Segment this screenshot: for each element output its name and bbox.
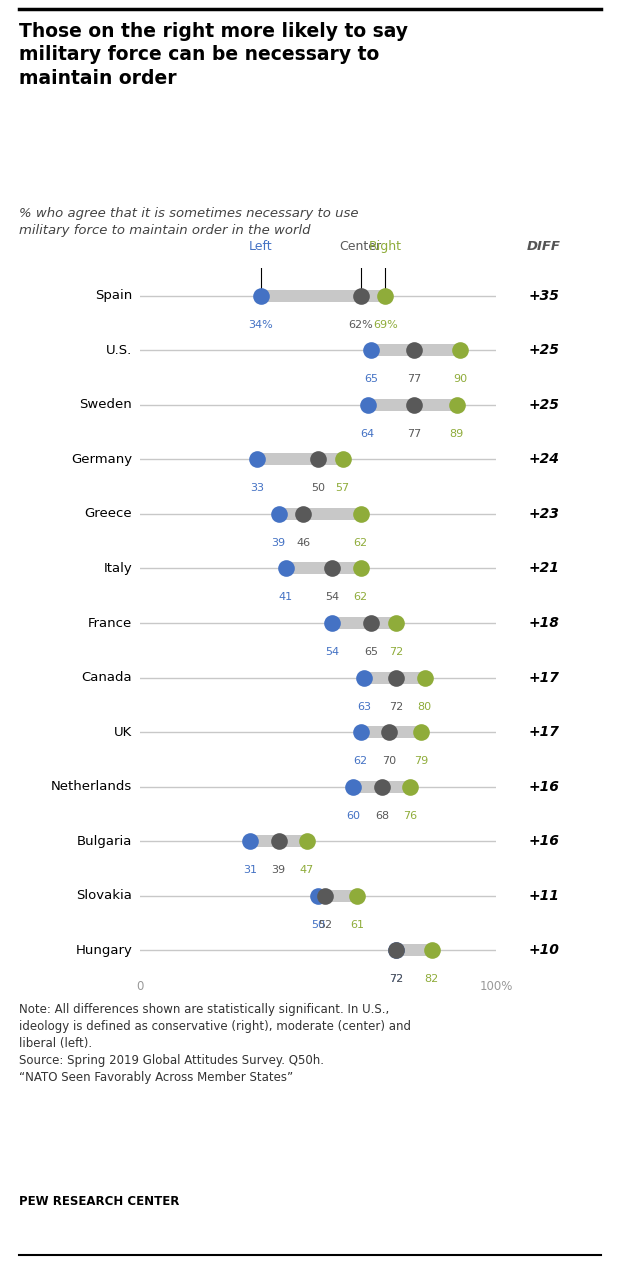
Text: +25: +25 xyxy=(529,397,559,412)
Text: +11: +11 xyxy=(529,888,559,902)
Text: France: France xyxy=(88,616,133,630)
Text: Germany: Germany xyxy=(71,452,133,466)
Text: +17: +17 xyxy=(529,671,559,685)
Text: U.S.: U.S. xyxy=(106,344,133,357)
Text: 50: 50 xyxy=(311,920,325,930)
Text: Sweden: Sweden xyxy=(79,399,133,412)
Text: Right: Right xyxy=(369,240,402,253)
Text: 72: 72 xyxy=(389,702,403,712)
Text: 70: 70 xyxy=(382,757,396,766)
Text: +21: +21 xyxy=(529,561,559,575)
Bar xyxy=(260,290,386,302)
Text: +16: +16 xyxy=(529,835,559,849)
Text: 62: 62 xyxy=(353,757,368,766)
Text: Bulgaria: Bulgaria xyxy=(77,835,133,847)
Bar xyxy=(332,617,396,629)
Text: 60: 60 xyxy=(347,810,360,820)
Text: 79: 79 xyxy=(414,757,428,766)
Text: Spain: Spain xyxy=(95,289,133,302)
Text: +17: +17 xyxy=(529,725,559,739)
Text: PEW RESEARCH CENTER: PEW RESEARCH CENTER xyxy=(19,1195,179,1208)
Text: 54: 54 xyxy=(325,647,339,657)
Text: 33: 33 xyxy=(250,483,264,493)
Text: 64: 64 xyxy=(361,429,374,438)
Text: 72: 72 xyxy=(389,974,403,984)
Text: 52: 52 xyxy=(318,920,332,930)
Text: 89: 89 xyxy=(450,429,464,438)
Text: 41: 41 xyxy=(278,593,293,602)
Text: 77: 77 xyxy=(407,429,421,438)
Text: 34%: 34% xyxy=(249,320,273,330)
Text: 90: 90 xyxy=(453,374,467,385)
Bar xyxy=(278,507,360,520)
Text: +10: +10 xyxy=(529,943,559,957)
Text: 62: 62 xyxy=(353,593,368,602)
Text: 65: 65 xyxy=(364,374,378,385)
Text: 80: 80 xyxy=(418,702,432,712)
Text: Center: Center xyxy=(340,240,381,253)
Text: Slovakia: Slovakia xyxy=(76,889,133,902)
Text: 31: 31 xyxy=(243,865,257,875)
Text: Note: All differences shown are statistically significant. In U.S.,
ideology is : Note: All differences shown are statisti… xyxy=(19,1003,410,1084)
Text: 77: 77 xyxy=(407,374,421,385)
Text: 61: 61 xyxy=(350,920,364,930)
Text: DIFF: DIFF xyxy=(527,240,561,253)
Text: 57: 57 xyxy=(335,483,350,493)
Bar xyxy=(364,671,425,684)
Text: 46: 46 xyxy=(296,538,311,548)
Text: 72: 72 xyxy=(389,974,403,984)
Text: 47: 47 xyxy=(300,865,314,875)
Text: Those on the right more likely to say
military force can be necessary to
maintai: Those on the right more likely to say mi… xyxy=(19,22,407,88)
Text: 50: 50 xyxy=(311,483,325,493)
Bar xyxy=(368,399,457,410)
Text: 76: 76 xyxy=(404,810,417,820)
Text: 69%: 69% xyxy=(373,320,398,330)
Text: +35: +35 xyxy=(529,289,559,303)
Text: 62%: 62% xyxy=(348,320,373,330)
Text: Left: Left xyxy=(249,240,273,253)
Bar xyxy=(257,454,343,465)
Text: 39: 39 xyxy=(272,538,286,548)
Text: 72: 72 xyxy=(389,647,403,657)
Bar xyxy=(353,781,410,792)
Text: 62: 62 xyxy=(353,538,368,548)
Text: Greece: Greece xyxy=(85,507,133,520)
Text: +24: +24 xyxy=(529,452,559,466)
Bar xyxy=(371,344,460,357)
Text: Netherlands: Netherlands xyxy=(51,780,133,794)
Text: Italy: Italy xyxy=(104,562,133,575)
Text: 63: 63 xyxy=(357,702,371,712)
Text: 54: 54 xyxy=(325,593,339,602)
Text: +25: +25 xyxy=(529,344,559,358)
Text: Canada: Canada xyxy=(82,671,133,684)
Text: 65: 65 xyxy=(364,647,378,657)
Text: UK: UK xyxy=(114,726,133,739)
Text: +18: +18 xyxy=(529,616,559,630)
Text: +23: +23 xyxy=(529,507,559,521)
Bar xyxy=(360,726,421,739)
Text: Hungary: Hungary xyxy=(76,944,133,957)
Text: 39: 39 xyxy=(272,865,286,875)
Text: +16: +16 xyxy=(529,780,559,794)
Bar xyxy=(250,836,307,847)
Text: 82: 82 xyxy=(425,974,439,984)
Bar xyxy=(317,889,357,902)
Text: % who agree that it is sometimes necessary to use
military force to maintain ord: % who agree that it is sometimes necessa… xyxy=(19,207,358,236)
Bar xyxy=(396,944,432,956)
Bar xyxy=(286,562,360,575)
Text: 68: 68 xyxy=(375,810,389,820)
